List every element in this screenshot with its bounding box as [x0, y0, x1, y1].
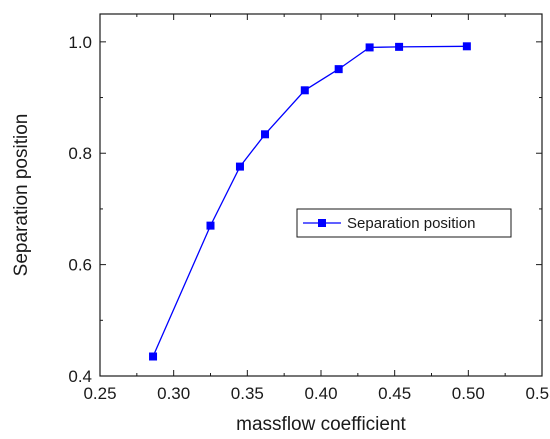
- x-tick-label: 0.35: [231, 384, 264, 403]
- y-axis-title: Separation position: [11, 114, 32, 277]
- data-point-marker: [395, 42, 404, 51]
- y-tick-label: 0.8: [68, 144, 92, 163]
- plot-area-frame: [99, 13, 543, 377]
- legend-label: Separation position: [347, 215, 475, 232]
- x-tick-label: 0.55: [525, 384, 550, 403]
- data-point-marker: [261, 130, 270, 139]
- x-tick-label: 0.50: [452, 384, 485, 403]
- data-point-marker: [334, 65, 343, 74]
- y-tick-label: 0.6: [68, 256, 92, 275]
- data-point-marker: [300, 86, 309, 95]
- tick-group: 0.25 0.30 0.35 0.40 0.45 0.50 0.55 0.4 0.6 0.8 1.0: [68, 14, 550, 403]
- series-line: [152, 45, 467, 357]
- data-point-marker: [462, 42, 471, 51]
- legend-marker: [318, 219, 326, 227]
- data-point-marker: [235, 162, 244, 171]
- x-axis-title: massflow coefficient: [236, 414, 406, 435]
- x-tick-label: 0.25: [83, 384, 116, 403]
- x-tick-label: 0.45: [378, 384, 411, 403]
- y-tick-label: 0.4: [68, 367, 92, 386]
- y-tick-label: 1.0: [68, 33, 92, 52]
- series-layer: [149, 42, 471, 361]
- x-tick-label: 0.30: [157, 384, 190, 403]
- data-point-marker: [149, 352, 158, 361]
- x-tick-label: 0.40: [304, 384, 337, 403]
- legend: Separation position: [296, 208, 512, 238]
- data-point-marker: [365, 43, 374, 52]
- data-point-marker: [206, 221, 215, 230]
